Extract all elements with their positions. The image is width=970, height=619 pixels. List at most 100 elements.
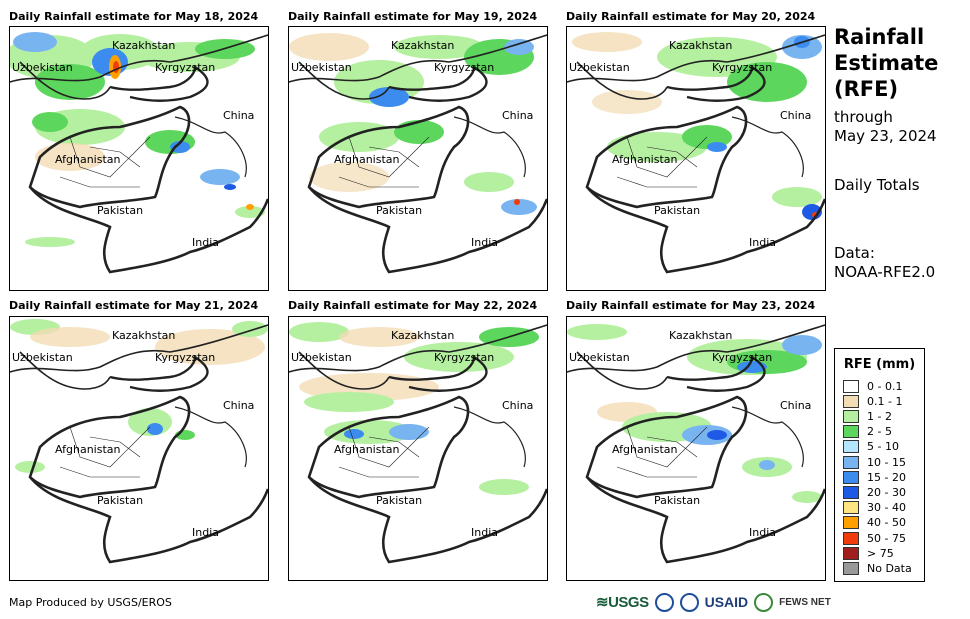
legend-swatch <box>843 379 859 393</box>
label-india: India <box>192 236 219 249</box>
legend-label: 1 - 2 <box>867 409 892 423</box>
borders <box>289 324 547 564</box>
rainfall-map-may-18: Kazakhstan Uzbekistan Kyrgyzstan China A… <box>9 26 269 291</box>
label-afghanistan: Afghanistan <box>612 153 678 166</box>
label-uzbekistan: Uzbekistan <box>569 61 630 74</box>
legend-item: 20 - 30 <box>843 485 906 499</box>
legend-item: No Data <box>843 561 912 575</box>
fews-globe-icon <box>754 592 774 612</box>
label-uzbekistan: Uzbekistan <box>569 351 630 364</box>
title-line-3: (RFE) <box>834 77 899 101</box>
rainfall-map-may-21: Kazakhstan Uzbekistan Kyrgyzstan China A… <box>9 316 269 581</box>
legend-label: 30 - 40 <box>867 501 906 515</box>
label-china: China <box>502 399 533 412</box>
legend-label: No Data <box>867 561 912 575</box>
map-svg: Kazakhstan Uzbekistan Kyrgyzstan China A… <box>567 32 825 274</box>
legend-item: 1 - 2 <box>843 409 892 423</box>
label-kazakhstan: Kazakhstan <box>391 39 454 52</box>
label-afghanistan: Afghanistan <box>55 153 121 166</box>
label-india: India <box>192 526 219 539</box>
legend-swatch <box>843 546 859 560</box>
borders <box>10 34 268 274</box>
label-pakistan: Pakistan <box>376 204 422 217</box>
legend-label: 2 - 5 <box>867 425 892 439</box>
legend-label: 15 - 20 <box>867 470 906 484</box>
label-kazakhstan: Kazakhstan <box>112 39 175 52</box>
legend-item: 15 - 20 <box>843 470 906 484</box>
label-afghanistan: Afghanistan <box>612 443 678 456</box>
label-india: India <box>749 236 776 249</box>
label-china: China <box>223 399 254 412</box>
legend-swatch <box>843 394 859 408</box>
usaid-logo: USAID <box>704 594 749 610</box>
label-kyrgyzstan: Kyrgyzstan <box>155 351 215 364</box>
borders <box>567 324 825 564</box>
legend-item: 30 - 40 <box>843 501 906 515</box>
through-date: May 23, 2024 <box>834 127 937 145</box>
label-china: China <box>223 109 254 122</box>
label-kyrgyzstan: Kyrgyzstan <box>155 61 215 74</box>
map-svg: Kazakhstan Uzbekistan Kyrgyzstan China A… <box>289 33 547 274</box>
legend-item: > 75 <box>843 546 894 560</box>
label-uzbekistan: Uzbekistan <box>291 351 352 364</box>
label-kazakhstan: Kazakhstan <box>669 329 732 342</box>
rainfall-map-may-20: Kazakhstan Uzbekistan Kyrgyzstan China A… <box>566 26 826 291</box>
label-china: China <box>780 109 811 122</box>
legend-label: 40 - 50 <box>867 516 906 530</box>
rain-layer <box>10 319 268 473</box>
legend-swatch <box>843 409 859 423</box>
label-uzbekistan: Uzbekistan <box>291 61 352 74</box>
legend-swatch <box>843 470 859 484</box>
label-china: China <box>780 399 811 412</box>
panel-title-may-18: Daily Rainfall estimate for May 18, 2024 <box>9 10 259 23</box>
legend-swatch <box>843 440 859 454</box>
legend-item: 0 - 0.1 <box>843 379 902 393</box>
legend-label: > 75 <box>867 546 894 560</box>
through-label: through <box>834 108 893 126</box>
legend-swatch <box>843 455 859 469</box>
legend-swatch <box>843 425 859 439</box>
borders <box>567 34 825 274</box>
noaa-logo <box>654 592 674 612</box>
partner-logos: ≋USGS USAID FEWS NET <box>596 590 831 614</box>
label-afghanistan: Afghanistan <box>334 153 400 166</box>
rainfall-map-may-23: Kazakhstan Uzbekistan Kyrgyzstan China A… <box>566 316 826 581</box>
usgs-logo: ≋USGS <box>596 594 649 611</box>
rainfall-map-may-22: Kazakhstan Uzbekistan Kyrgyzstan China A… <box>288 316 548 581</box>
legend-item: 50 - 75 <box>843 531 906 545</box>
label-india: India <box>471 526 498 539</box>
label-afghanistan: Afghanistan <box>55 443 121 456</box>
legend-item: 2 - 5 <box>843 425 892 439</box>
legend-label: 0.1 - 1 <box>867 394 903 408</box>
map-credit: Map Produced by USGS/EROS <box>9 596 172 609</box>
map-svg: Kazakhstan Uzbekistan Kyrgyzstan China A… <box>567 324 825 564</box>
legend-swatch <box>843 561 859 575</box>
label-kazakhstan: Kazakhstan <box>391 329 454 342</box>
fews-net-logo: FEWS NET <box>779 596 831 608</box>
label-india: India <box>749 526 776 539</box>
legend-label: 20 - 30 <box>867 485 906 499</box>
label-uzbekistan: Uzbekistan <box>12 61 73 74</box>
label-kyrgyzstan: Kyrgyzstan <box>434 61 494 74</box>
legend-label: 50 - 75 <box>867 531 906 545</box>
panel-title-may-20: Daily Rainfall estimate for May 20, 2024 <box>566 10 816 23</box>
legend-swatch <box>843 516 859 530</box>
panel-title-may-19: Daily Rainfall estimate for May 19, 2024 <box>288 10 538 23</box>
borders <box>10 324 268 564</box>
label-pakistan: Pakistan <box>376 494 422 507</box>
label-india: India <box>471 236 498 249</box>
legend-title: RFE (mm) <box>843 357 916 372</box>
label-pakistan: Pakistan <box>654 204 700 217</box>
label-kyrgyzstan: Kyrgyzstan <box>712 61 772 74</box>
label-afghanistan: Afghanistan <box>334 443 400 456</box>
rainfall-map-may-19: Kazakhstan Uzbekistan Kyrgyzstan China A… <box>288 26 548 291</box>
rain-layer <box>289 33 537 215</box>
rain-layer <box>289 322 539 495</box>
label-pakistan: Pakistan <box>97 494 143 507</box>
legend-item: 40 - 50 <box>843 516 906 530</box>
panel-title-may-22: Daily Rainfall estimate for May 22, 2024 <box>288 299 538 312</box>
legend-label: 0 - 0.1 <box>867 379 903 393</box>
legend-label: 5 - 10 <box>867 440 899 454</box>
label-kazakhstan: Kazakhstan <box>112 329 175 342</box>
